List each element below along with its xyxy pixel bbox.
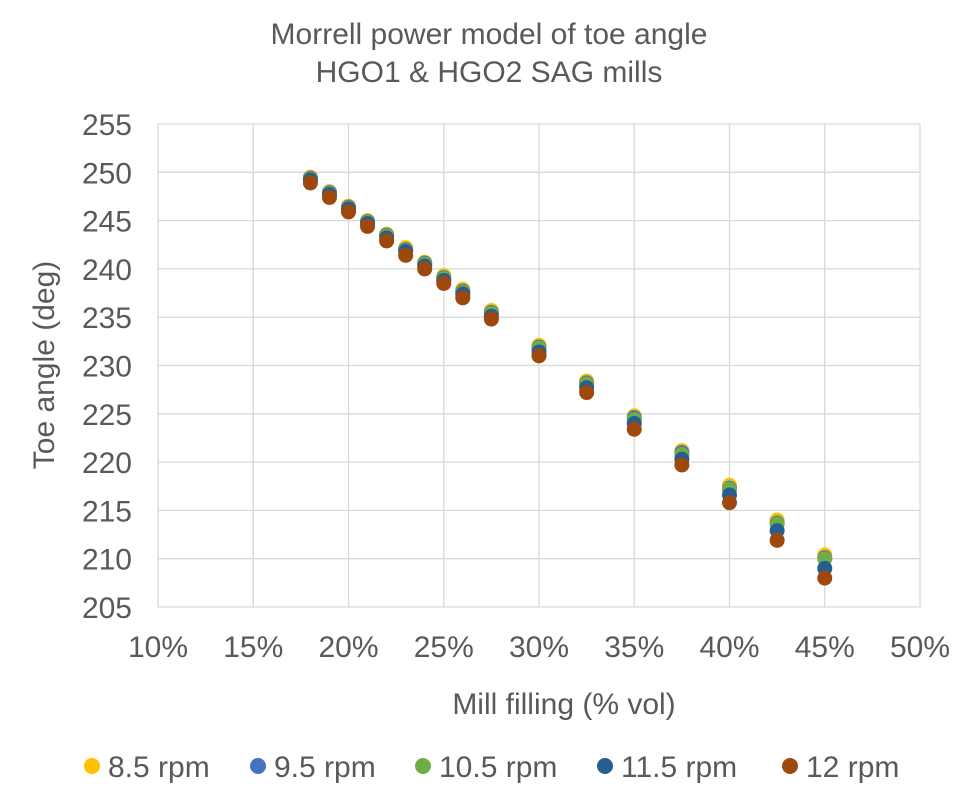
legend-item: 8.5 rpm (84, 751, 210, 784)
legend: 8.5 rpm 9.5 rpm 10.5 rpm 11.5 rpm 12 rpm (84, 751, 899, 784)
series-12-rpm (302, 175, 833, 586)
data-point (722, 495, 737, 511)
legend-marker-icon (782, 758, 798, 774)
x-tick-label: 50% (890, 631, 950, 664)
x-tick-label: 20% (318, 631, 378, 664)
data-point (455, 290, 471, 306)
data-point (321, 189, 337, 205)
y-tick-label: 255 (82, 109, 132, 142)
data-point (398, 247, 414, 263)
data-point (341, 204, 356, 220)
chart-title-line-1: Morrell power model of toe angle (271, 18, 708, 51)
data-point (436, 275, 452, 291)
y-tick-label: 245 (82, 206, 132, 239)
legend-item: 9.5 rpm (250, 751, 376, 784)
legend-item: 11.5 rpm (597, 751, 737, 784)
y-axis-ticks: 205 210 215 220 225 230 235 240 245 250 255 (82, 109, 132, 625)
data-point (626, 421, 642, 437)
x-axis-label: Mill filling (% vol) (452, 688, 675, 721)
data-point (674, 457, 690, 473)
x-tick-label: 40% (699, 631, 759, 664)
x-tick-label: 35% (604, 631, 664, 664)
chart-title-line-2: HGO1 & HGO2 SAG mills (316, 56, 663, 89)
x-tick-label: 30% (509, 631, 569, 664)
x-tick-label: 45% (795, 631, 855, 664)
series-10-5-rpm (302, 171, 833, 567)
legend-label: 9.5 rpm (274, 751, 376, 784)
y-tick-label: 220 (82, 447, 132, 480)
y-tick-label: 215 (82, 495, 132, 528)
data-point (579, 385, 595, 401)
data-point (417, 261, 433, 277)
legend-marker-icon (84, 758, 100, 774)
data-point (379, 233, 395, 249)
data-points (302, 169, 833, 586)
y-axis-label: Toe angle (deg) (28, 261, 61, 469)
y-tick-label: 240 (82, 254, 132, 287)
legend-label: 12 rpm (806, 751, 899, 784)
legend-marker-icon (597, 758, 613, 774)
legend-item: 10.5 rpm (415, 751, 557, 784)
legend-label: 8.5 rpm (108, 751, 210, 784)
legend-item: 12 rpm (782, 751, 899, 784)
legend-label: 11.5 rpm (621, 751, 737, 784)
x-tick-label: 10% (128, 631, 188, 664)
data-point (483, 311, 499, 327)
y-tick-label: 235 (82, 302, 132, 335)
y-tick-label: 205 (82, 592, 132, 625)
y-tick-label: 225 (82, 399, 132, 432)
series-11-5-rpm (302, 172, 833, 576)
y-tick-label: 230 (82, 351, 132, 384)
data-point (360, 218, 376, 234)
x-tick-label: 25% (414, 631, 474, 664)
x-tick-label: 15% (223, 631, 283, 664)
chart-title: Morrell power model of toe angle HGO1 & … (271, 18, 708, 89)
data-point (531, 348, 547, 364)
data-point (302, 175, 318, 191)
x-axis-ticks: 10% 15% 20% 25% 30% 35% 40% 45% 50% (128, 631, 950, 664)
legend-marker-icon (415, 758, 431, 774)
y-tick-label: 210 (82, 544, 132, 577)
legend-label: 10.5 rpm (439, 751, 557, 784)
legend-marker-icon (250, 758, 266, 774)
data-point (817, 570, 833, 586)
gridlines (157, 123, 921, 608)
series-9-5-rpm (302, 170, 833, 566)
y-tick-label: 250 (82, 157, 132, 190)
data-point (769, 532, 785, 548)
